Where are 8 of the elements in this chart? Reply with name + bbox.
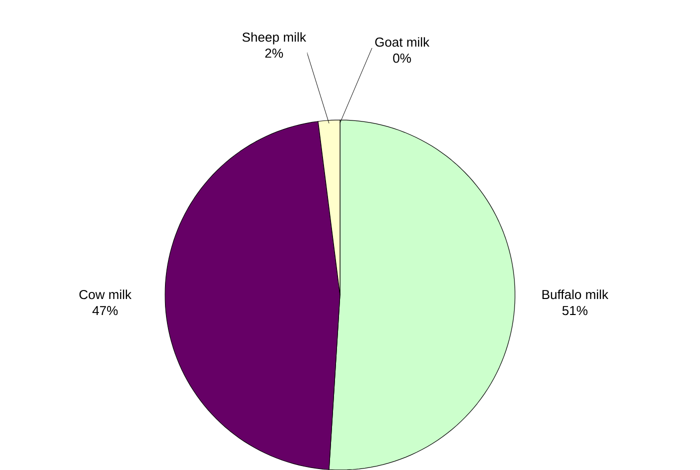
slice-label: Buffalo milk: [542, 290, 608, 300]
data-label: 47%: [92, 306, 118, 316]
data-label: 2%: [265, 48, 283, 58]
slice-label: Sheep milk: [242, 32, 306, 44]
category-label: Goat milk: [375, 37, 430, 47]
text: 0%: [393, 54, 411, 63]
data-label: 51%: [562, 306, 588, 316]
slice-label: Cow milk: [79, 290, 132, 300]
